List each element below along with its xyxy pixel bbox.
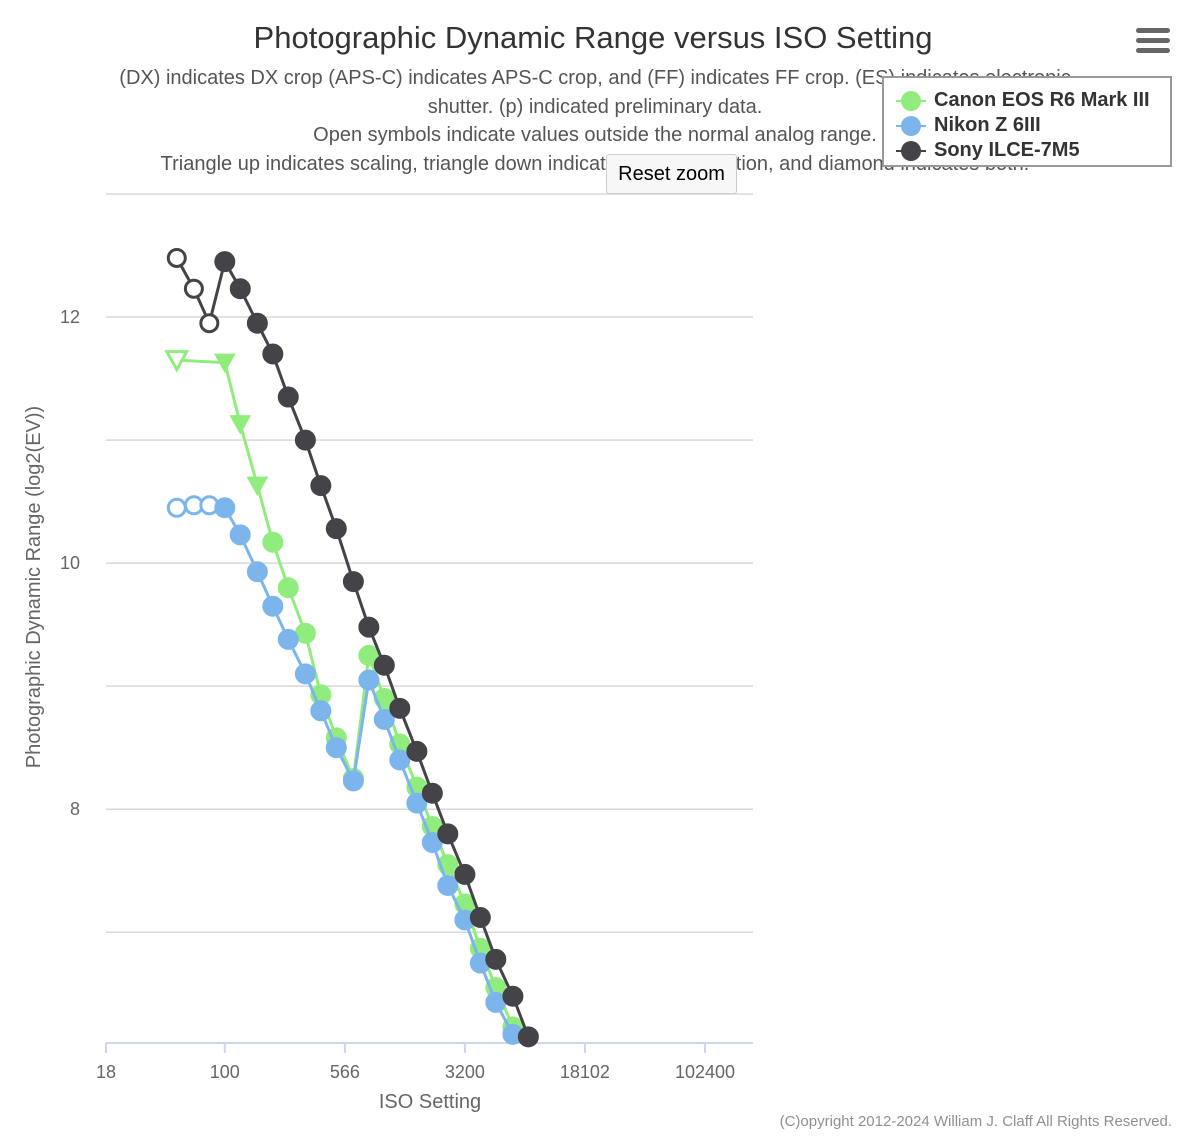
x-tick-label: 100 (210, 1062, 240, 1082)
x-tick-label: 3200 (445, 1062, 485, 1082)
y-axis-title: Photographic Dynamic Range (log2(EV)) (23, 406, 45, 768)
data-point (183, 278, 204, 299)
hamburger-menu-icon[interactable] (1136, 28, 1170, 58)
x-tick-label: 566 (330, 1062, 360, 1082)
menu-bar (1136, 48, 1170, 53)
subtitle-line: Triangle up indicates scaling, triangle … (160, 152, 1030, 175)
data-point (262, 595, 284, 617)
data-point (246, 561, 268, 583)
data-point (229, 524, 251, 546)
data-point (277, 386, 299, 408)
data-point (389, 697, 411, 719)
data-point (373, 654, 395, 676)
data-point (406, 792, 428, 814)
data-point (437, 875, 459, 897)
data-point (325, 518, 347, 540)
chart-subtitle: (DX) indicates DX crop (APS-C) indicates… (90, 64, 1100, 178)
data-point (166, 247, 187, 268)
legend-label: Canon EOS R6 Mark III (934, 89, 1150, 111)
series-sony-ilce-7m5 (166, 247, 539, 1048)
data-point (294, 429, 316, 451)
y-tick-label: 12 (60, 307, 80, 327)
data-point (454, 863, 476, 885)
subtitle-line: shutter. (p) indicated preliminary data. (427, 95, 763, 118)
data-point (437, 823, 459, 845)
data-point (342, 571, 364, 593)
subtitle-line: Open symbols indicate values outside the… (313, 124, 877, 146)
x-axis-title: ISO Setting (379, 1091, 481, 1113)
y-tick-label: 10 (60, 553, 80, 573)
copyright-notice: (C)opyright 2012-2024 William J. Claff A… (779, 1113, 1172, 1130)
chart-title: Photographic Dynamic Range versus ISO Se… (253, 20, 933, 55)
data-point (325, 737, 347, 759)
data-point (246, 312, 268, 334)
legend-symbol (896, 116, 926, 136)
y-tick-label: 8 (70, 799, 80, 819)
menu-bar (1136, 38, 1170, 43)
legend-label: Sony ILCE-7M5 (934, 139, 1080, 161)
chart-legend: Canon EOS R6 Mark III Nikon Z 6III Sony … (882, 76, 1172, 167)
data-point (199, 313, 220, 334)
data-point (485, 948, 507, 970)
data-point (229, 415, 252, 435)
data-point (502, 985, 524, 1007)
data-point (421, 782, 443, 804)
data-point (389, 749, 411, 771)
data-point (310, 475, 332, 497)
data-point (358, 669, 380, 691)
data-point (469, 906, 491, 928)
legend-symbol (896, 141, 926, 161)
legend-label: Nikon Z 6III (934, 114, 1041, 136)
series-line (176, 503, 515, 1036)
series-layer (164, 247, 539, 1048)
x-tick-label: 102400 (675, 1062, 735, 1082)
data-point (277, 628, 299, 650)
data-point (166, 497, 187, 518)
legend-symbol (896, 91, 926, 111)
data-point (517, 1026, 539, 1048)
data-point (310, 700, 332, 722)
series-nikon-z-6iii (166, 495, 524, 1045)
data-point (262, 531, 284, 553)
data-point (214, 251, 236, 273)
axes: 18 100 566 3200 18102 102400 8 10 12 (60, 307, 753, 1082)
subtitle-line: (DX) indicates DX crop (APS-C) indicates… (119, 67, 1071, 89)
menu-bar (1136, 28, 1170, 33)
reset-zoom-button[interactable]: Reset zoom (606, 154, 737, 194)
data-point (373, 708, 395, 730)
data-point (262, 343, 284, 365)
data-point (358, 616, 380, 638)
data-point (213, 353, 236, 374)
data-point (277, 577, 299, 599)
data-point (342, 770, 364, 792)
data-point (294, 663, 316, 685)
x-tick-label: 18102 (560, 1062, 610, 1082)
x-tick-label: 18 (96, 1062, 116, 1082)
data-point (229, 278, 251, 300)
data-point (214, 497, 236, 519)
data-point (246, 476, 269, 497)
data-point (406, 740, 428, 762)
data-point (164, 350, 190, 373)
